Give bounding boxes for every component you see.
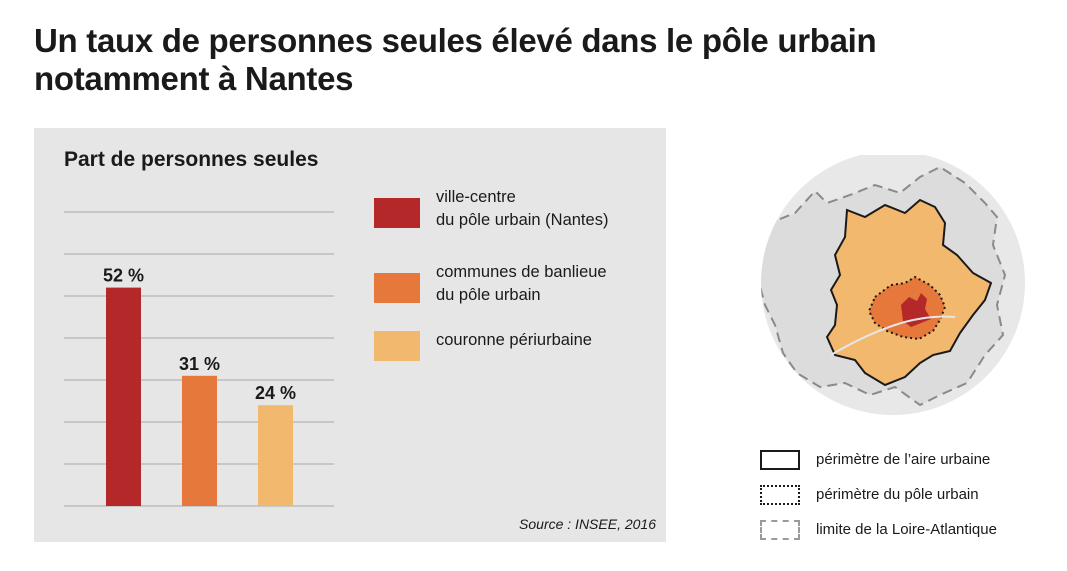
dashed-outline-icon bbox=[760, 520, 800, 540]
map-legend-label-pole-urbain: périmètre du pôle urbain bbox=[816, 486, 979, 503]
legend-label-periurbaine: couronne périurbaine bbox=[436, 331, 592, 349]
map bbox=[735, 151, 1035, 440]
chart-panel: 52 % 31 % 24 % Part de personnes seules vi… bbox=[34, 128, 666, 542]
bar-value-label-2: 31 % bbox=[179, 354, 220, 374]
chart-source: Source : INSEE, 2016 bbox=[519, 516, 656, 532]
bar-value-label-3: 24 % bbox=[255, 383, 296, 403]
map-svg bbox=[761, 151, 1025, 415]
page-title: Un taux de personnes seules élevé dans l… bbox=[34, 22, 1034, 98]
legend-label-banlieue: communes de banlieue du pôle urbain bbox=[436, 263, 607, 304]
map-legend-label-aire-urbaine: périmètre de l’aire urbaine bbox=[816, 451, 991, 468]
map-legend-item-pole-urbain: périmètre du pôle urbain bbox=[760, 483, 1060, 511]
legend-swatch-periurbaine bbox=[374, 331, 420, 361]
map-legend-item-loire-atlantique: limite de la Loire-Atlantique bbox=[760, 518, 1060, 546]
bar-3 bbox=[258, 405, 293, 506]
chart-title: Part de personnes seules bbox=[64, 148, 319, 171]
legend-swatch-ville-centre bbox=[374, 198, 420, 228]
title-line-2: notamment à Nantes bbox=[34, 60, 354, 97]
bar-1 bbox=[106, 287, 141, 506]
solid-outline-icon bbox=[760, 450, 800, 470]
legend-swatch-banlieue bbox=[374, 273, 420, 303]
map-legend-label-loire-atlantique: limite de la Loire-Atlantique bbox=[816, 521, 997, 538]
map-legend-item-aire-urbaine: périmètre de l’aire urbaine bbox=[760, 448, 1060, 476]
dotted-outline-icon bbox=[760, 485, 800, 505]
bar-chart: 52 % 31 % 24 % bbox=[64, 211, 334, 507]
bar-2 bbox=[182, 375, 217, 506]
title-line-1: Un taux de personnes seules élevé dans l… bbox=[34, 22, 877, 59]
bar-value-label-1: 52 % bbox=[103, 266, 144, 286]
legend-label-ville-centre: ville-centre du pôle urbain (Nantes) bbox=[436, 188, 609, 229]
loire-river bbox=[830, 315, 956, 356]
